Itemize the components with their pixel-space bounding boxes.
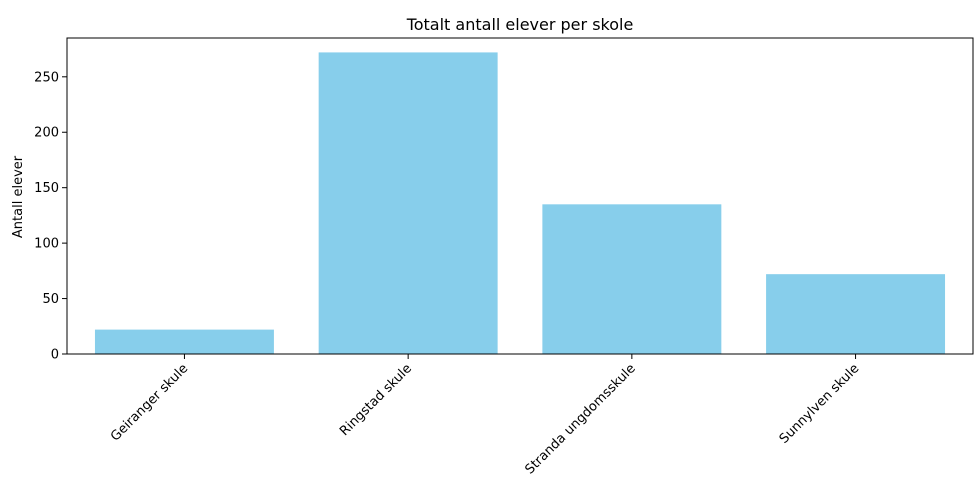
bar-1	[94, 329, 274, 354]
bar-4	[766, 274, 946, 354]
plot-frame	[66, 37, 974, 355]
chart-title: Totalt antall elever per skole	[406, 15, 634, 34]
axes-layer	[66, 37, 974, 355]
y-tick-label: 250	[34, 70, 59, 85]
x-tick-label: Sunnylven skule	[777, 361, 863, 447]
y-axis-label: Antall elever	[11, 155, 26, 238]
bars-layer	[94, 52, 946, 355]
y-tick-label: 0	[51, 348, 59, 363]
y-tick-label: 100	[34, 237, 59, 252]
x-tick-label: Geiranger skule	[108, 361, 191, 444]
y-tick-label: 150	[34, 181, 59, 196]
y-tick-label: 50	[42, 292, 59, 307]
bar-2	[318, 52, 498, 355]
x-tick-label: Ringstad skule	[337, 361, 415, 439]
bar-3	[542, 204, 722, 354]
x-tick-label: Stranda ungdomsskule	[522, 361, 638, 477]
y-tick-label: 200	[34, 126, 59, 141]
